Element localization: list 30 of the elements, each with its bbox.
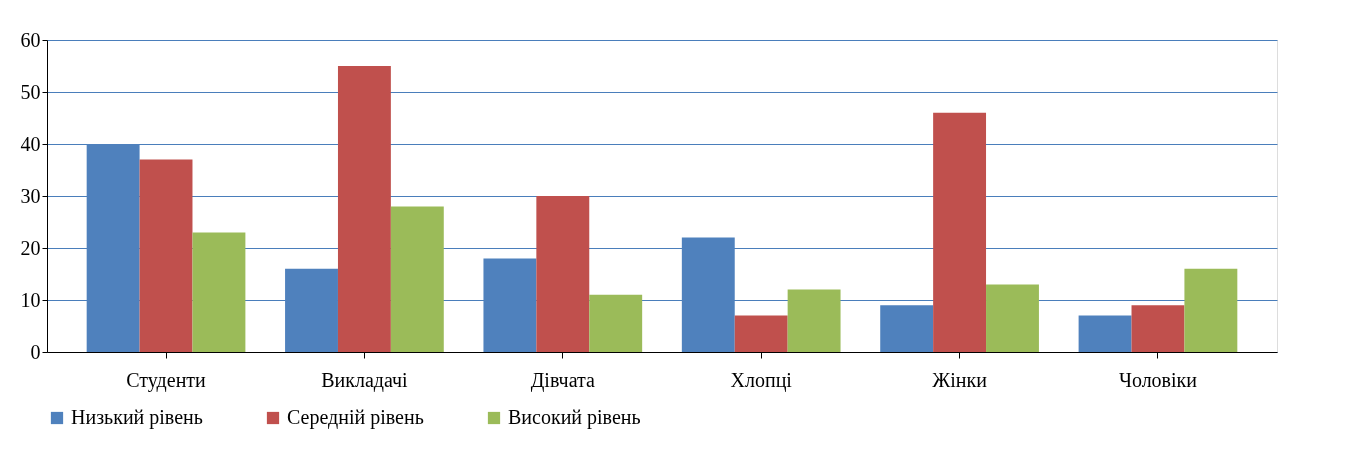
bar [1184, 268, 1238, 352]
bar [986, 284, 1039, 352]
legend-label: Низький рівень [71, 406, 203, 429]
y-tick-label: 10 [20, 288, 41, 311]
bar [390, 206, 444, 352]
x-tick-label: Чоловіки [1118, 368, 1198, 391]
x-tick-label: Викладачі [321, 368, 409, 392]
y-tick-label: 60 [20, 28, 41, 51]
bar [787, 289, 841, 352]
x-tick-label: Дівчата [530, 368, 595, 392]
bar [139, 159, 193, 352]
x-tick-label: Хлопці [730, 368, 793, 392]
bar [589, 294, 643, 352]
bar [1078, 315, 1132, 352]
x-tick-label: Студенти [126, 368, 207, 392]
legend-label: Середній рівень [287, 406, 424, 429]
y-tick-label: 40 [20, 132, 41, 155]
bar [880, 305, 934, 352]
bar [1131, 305, 1185, 352]
y-tick-label: 30 [20, 184, 41, 207]
bar [933, 112, 987, 352]
legend-label: Високий рівень [508, 406, 641, 429]
bar [734, 315, 788, 352]
bar [192, 232, 246, 352]
y-tick-label: 50 [20, 80, 41, 103]
x-tick-label: Жінки [932, 368, 988, 391]
y-tick-label: 0 [30, 340, 41, 363]
bar [337, 66, 391, 352]
bar [536, 196, 590, 352]
y-tick-label: 20 [20, 236, 41, 259]
